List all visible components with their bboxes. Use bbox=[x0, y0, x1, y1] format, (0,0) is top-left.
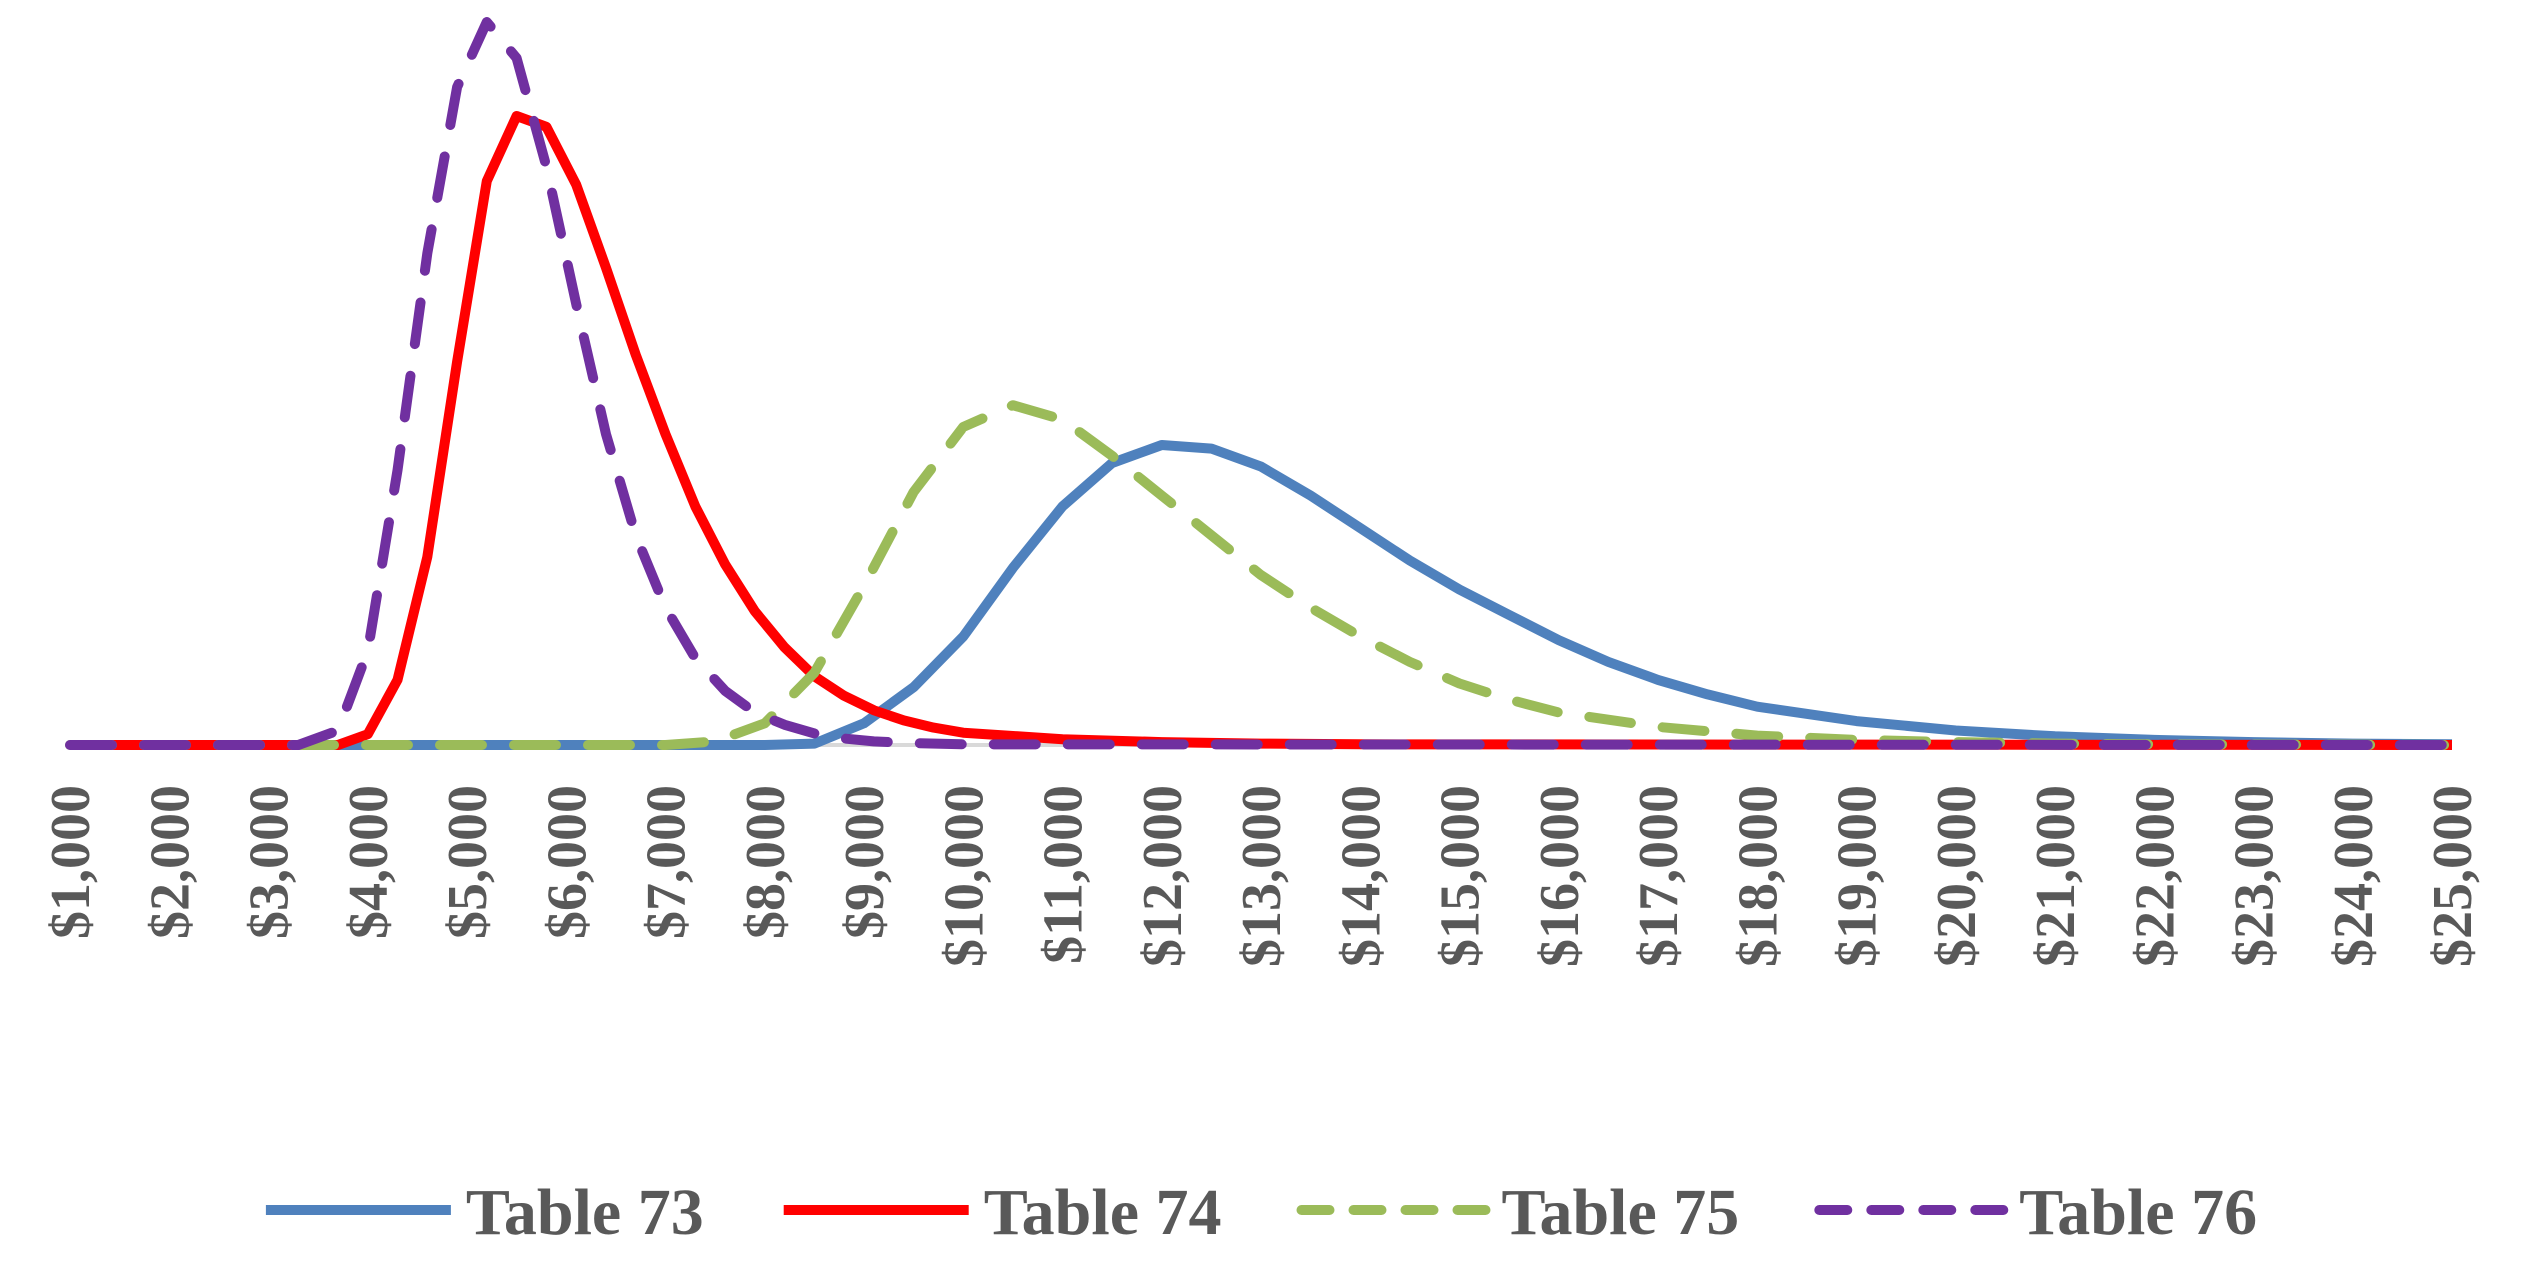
x-tick-label: $13,000 bbox=[1231, 785, 1293, 967]
series-line-table-76 bbox=[65, 17, 2457, 750]
x-tick-label: $11,000 bbox=[1033, 785, 1095, 964]
x-tick-label: $6,000 bbox=[536, 785, 598, 939]
x-tick-label: $16,000 bbox=[1529, 785, 1591, 967]
x-tick-label: $15,000 bbox=[1430, 785, 1492, 967]
x-tick-label: $10,000 bbox=[933, 785, 995, 967]
x-tick-label: $5,000 bbox=[437, 785, 499, 939]
x-tick-label: $25,000 bbox=[2422, 785, 2484, 967]
legend-label: Table 73 bbox=[466, 1176, 704, 1249]
x-tick-label: $7,000 bbox=[636, 785, 698, 939]
legend-label: Table 76 bbox=[2019, 1176, 2257, 1249]
x-tick-label: $1,000 bbox=[40, 785, 102, 939]
x-tick-label: $23,000 bbox=[2224, 785, 2286, 967]
series-line-table-74 bbox=[70, 111, 2453, 750]
x-tick-label: $18,000 bbox=[1727, 785, 1789, 967]
x-tick-label: $4,000 bbox=[338, 785, 400, 939]
x-tick-label: $3,000 bbox=[239, 785, 301, 939]
legend-item-table-76: Table 76 bbox=[1814, 1176, 2257, 1249]
legend-item-table-75: Table 75 bbox=[1296, 1176, 1740, 1249]
x-tick-label: $24,000 bbox=[2323, 785, 2385, 967]
x-tick-label: $17,000 bbox=[1628, 785, 1690, 967]
x-tick-label: $22,000 bbox=[2124, 785, 2186, 967]
series-table-76 bbox=[65, 17, 2457, 750]
x-tick-label: $20,000 bbox=[1926, 785, 1988, 967]
legend-item-table-73: Table 73 bbox=[265, 1176, 704, 1249]
x-tick-labels: $1,000 $2,000 $3,000 $4,000 $5,000 $6,000 $7,0… bbox=[40, 785, 2484, 967]
x-tick-label: $14,000 bbox=[1330, 785, 1392, 967]
x-tick-label: $21,000 bbox=[2025, 785, 2087, 967]
x-tick-label: $8,000 bbox=[735, 785, 797, 939]
series-table-74 bbox=[70, 111, 2453, 750]
legend-label: Table 74 bbox=[984, 1176, 1222, 1249]
series-line-table-73 bbox=[70, 440, 2453, 750]
x-tick-label: $12,000 bbox=[1132, 785, 1194, 967]
series-layer bbox=[65, 17, 2457, 750]
x-tick-label: $2,000 bbox=[139, 785, 201, 939]
series-line-table-75 bbox=[65, 400, 2457, 750]
x-tick-label: $19,000 bbox=[1827, 785, 1889, 967]
series-table-75 bbox=[65, 400, 2457, 750]
series-table-73 bbox=[70, 440, 2453, 750]
x-tick-label: $9,000 bbox=[834, 785, 896, 939]
legend-label: Table 75 bbox=[1502, 1176, 1740, 1249]
legend: Table 73 Table 74 Table 75 Table 76 bbox=[265, 1176, 2257, 1249]
legend-item-table-74: Table 74 bbox=[783, 1176, 1222, 1249]
